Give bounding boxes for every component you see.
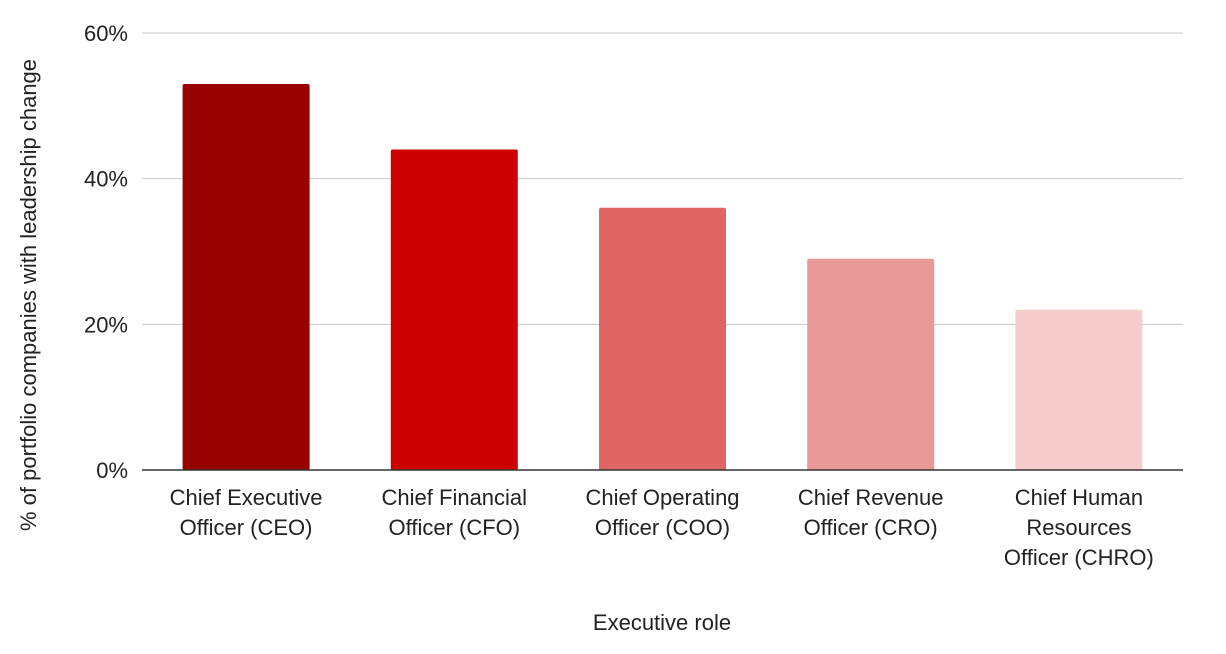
bar — [390, 149, 518, 471]
x-category-label: Chief Financial Officer (CFO) — [382, 485, 528, 540]
y-tick-label: 20% — [84, 312, 128, 337]
x-category-label-line: Chief Human — [1015, 485, 1143, 510]
x-category-label: Chief Executive Officer (CEO) — [170, 485, 323, 540]
x-category-label: Chief Human Resources Officer (CHRO) — [1004, 485, 1154, 570]
x-category-labels: Chief Executive Officer (CEO) Chief Financ… — [170, 485, 1154, 570]
x-category-label-line: Officer (COO) — [595, 515, 730, 540]
bar — [1015, 309, 1143, 470]
x-category-label-line: Chief Operating — [585, 485, 739, 510]
x-category-label-line: Officer (CHRO) — [1004, 545, 1154, 570]
x-category-label: Chief Revenue Officer (CRO) — [798, 485, 944, 540]
x-category-label-line: Officer (CFO) — [389, 515, 521, 540]
bar — [599, 207, 726, 471]
bars — [182, 83, 1143, 471]
y-tick-label: 0% — [96, 458, 128, 483]
bar — [807, 258, 935, 470]
x-category-label-line: Chief Executive — [170, 485, 323, 510]
y-axis-title: % of portfolio companies with leadership… — [16, 59, 41, 531]
x-category-label: Chief Operating Officer (COO) — [585, 485, 739, 540]
y-tick-label: 60% — [84, 21, 128, 46]
y-tick-labels: 0% 20% 40% 60% — [84, 21, 128, 483]
x-category-label-line: Chief Revenue — [798, 485, 944, 510]
x-category-label-line: Officer (CEO) — [180, 515, 313, 540]
x-category-label-line: Chief Financial — [382, 485, 528, 510]
y-tick-label: 40% — [84, 167, 128, 192]
bar — [182, 83, 310, 470]
x-category-label-line: Officer (CRO) — [804, 515, 938, 540]
x-category-label-line: Resources — [1026, 515, 1131, 540]
x-axis-title: Executive role — [593, 610, 731, 635]
